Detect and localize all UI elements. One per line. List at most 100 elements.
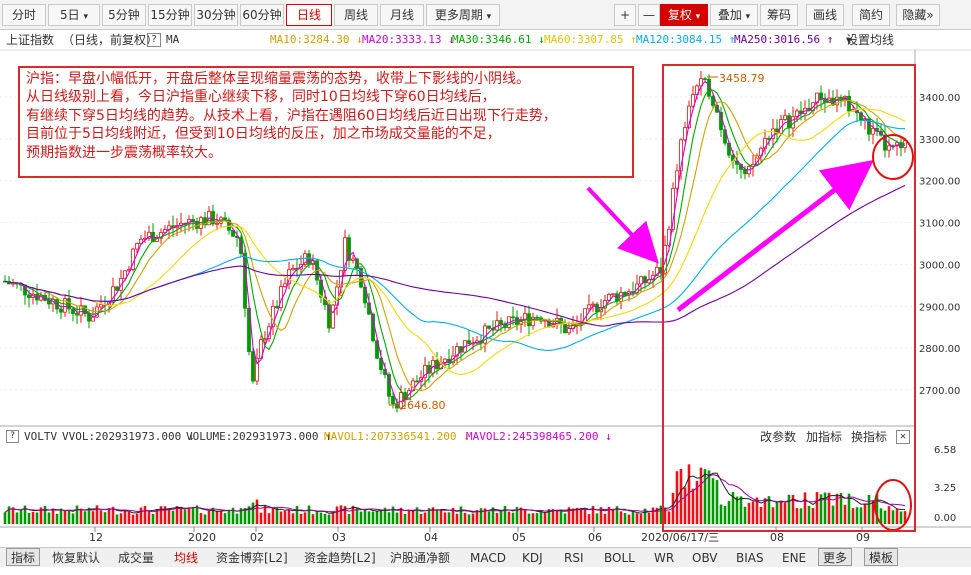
candle-body [379, 357, 383, 370]
help-icon[interactable]: ? [147, 33, 161, 47]
volume-bar [227, 509, 231, 524]
volume-bar [111, 506, 115, 524]
tab-fund-trend[interactable]: 资金趋势[L2] [304, 551, 376, 565]
tab-boll[interactable]: BOLL [604, 551, 635, 565]
volume-bar [543, 512, 547, 524]
period-daily-button[interactable]: 日线 [286, 4, 332, 26]
tab-wr[interactable]: WR [654, 551, 675, 565]
period-15min-button[interactable]: 15分钟 [148, 4, 192, 26]
volume-bar [799, 508, 803, 524]
volume-bar [647, 512, 651, 524]
candle-body [783, 115, 787, 120]
chip-button[interactable]: 筹码 [760, 4, 798, 26]
volume-bar [771, 507, 775, 524]
volume-bar [731, 491, 735, 524]
volume-bar [559, 509, 563, 524]
fuquan-button[interactable]: 复权 ▾ [660, 4, 708, 26]
volume-bar [335, 506, 339, 524]
volume-bar [627, 514, 631, 524]
low-price-label: 2646.80 [400, 399, 446, 412]
volume-bar [699, 467, 703, 524]
close-icon[interactable]: ✕ [896, 430, 910, 444]
volume-bar [215, 510, 219, 524]
zoom-in-button[interactable]: + [614, 4, 636, 26]
period-60min-button[interactable]: 60分钟 [240, 4, 284, 26]
drawline-button[interactable]: 画线 [806, 4, 844, 26]
tab-kdj[interactable]: KDJ [522, 551, 543, 565]
volume-bar [787, 494, 791, 524]
candle-body [567, 328, 571, 334]
candle-body [215, 222, 219, 225]
hide-button[interactable]: 隐藏» [896, 4, 940, 26]
volume-bar [71, 513, 75, 524]
tab-rsi[interactable]: RSI [564, 551, 584, 565]
volume-bar [479, 508, 483, 524]
volume-bar [323, 513, 327, 524]
volume-bar [467, 514, 471, 524]
tab-more[interactable]: 更多 [818, 548, 853, 566]
volume-bar [259, 512, 263, 524]
simple-button[interactable]: 简约 [852, 4, 890, 26]
add-indicator-button[interactable]: 加指标 [806, 430, 843, 444]
volume-bar [123, 510, 127, 524]
tab-restore-default[interactable]: 恢复默认 [52, 551, 101, 565]
help-icon[interactable]: ? [6, 430, 19, 443]
overlay-label: 叠加 [717, 8, 742, 22]
candle-body [443, 358, 447, 363]
volume-bar [327, 514, 331, 524]
candle-body [115, 286, 119, 291]
volume-bar [871, 500, 875, 524]
candle-body [423, 365, 427, 379]
period-weekly-button[interactable]: 周线 [334, 4, 378, 26]
volume-bar [763, 498, 767, 524]
tab-ene[interactable]: ENE [782, 551, 807, 565]
candle-body [135, 243, 139, 250]
tab-obv[interactable]: OBV [692, 551, 718, 565]
kline-chart[interactable]: 3400.00 3300.00 3200.00 3100.00 3000.00 2900.… [0, 0, 971, 547]
more-periods-button[interactable]: 更多周期 ▾ [426, 4, 500, 26]
volume-bar [843, 504, 847, 524]
tab-volume[interactable]: 成交量 [118, 551, 155, 565]
period-5day-button[interactable]: 5日 ▾ [48, 4, 100, 26]
tab-ma[interactable]: 均线 [174, 551, 199, 565]
period-fenshi-button[interactable]: 分时 [2, 4, 46, 26]
volume-bar [723, 506, 727, 524]
candle-body [71, 308, 75, 314]
ma-line [4, 80, 906, 404]
period-monthly-button[interactable]: 月线 [380, 4, 424, 26]
volume-bar [711, 478, 715, 524]
volume-bar [195, 505, 199, 524]
volume-bar [47, 512, 51, 524]
period-5min-button[interactable]: 5分钟 [102, 4, 146, 26]
tab-indicator[interactable]: 指标 [6, 548, 41, 566]
mavol2-value: MAVOL2:245398465.200 ↓ [466, 430, 612, 443]
volume-bar [443, 512, 447, 524]
volume-bar [175, 506, 179, 524]
candle-body [67, 298, 71, 310]
volume-bar [615, 506, 619, 524]
volume-bar [271, 508, 275, 524]
volume-bar [879, 508, 883, 524]
volume-bar [495, 512, 499, 524]
candle-body [683, 127, 687, 141]
tab-hsgt-net[interactable]: 沪股通净额 [390, 551, 451, 565]
annotation-arrow-down [586, 186, 659, 264]
volume-bar [783, 502, 787, 524]
volume-bar [727, 501, 731, 524]
more-periods-label: 更多周期 [434, 8, 483, 22]
tab-fund-game[interactable]: 资金博弈[L2] [216, 551, 288, 565]
swap-indicator-button[interactable]: 换指标 [851, 430, 888, 444]
price-tick-label: 2700.00 [919, 386, 960, 397]
change-params-button[interactable]: 改参数 [760, 430, 797, 444]
overlay-button[interactable]: 叠加 ▾ [710, 4, 758, 26]
volume-bar [203, 514, 207, 524]
candle-body [883, 134, 887, 151]
tab-bias[interactable]: BIAS [736, 551, 764, 565]
candle-body [287, 269, 291, 285]
tab-macd[interactable]: MACD [470, 551, 506, 565]
volume-bar [299, 513, 303, 524]
zoom-out-button[interactable]: — [638, 4, 660, 26]
volume-bar [619, 511, 623, 524]
period-30min-button[interactable]: 30分钟 [194, 4, 238, 26]
tab-template[interactable]: 模板 [864, 548, 899, 566]
